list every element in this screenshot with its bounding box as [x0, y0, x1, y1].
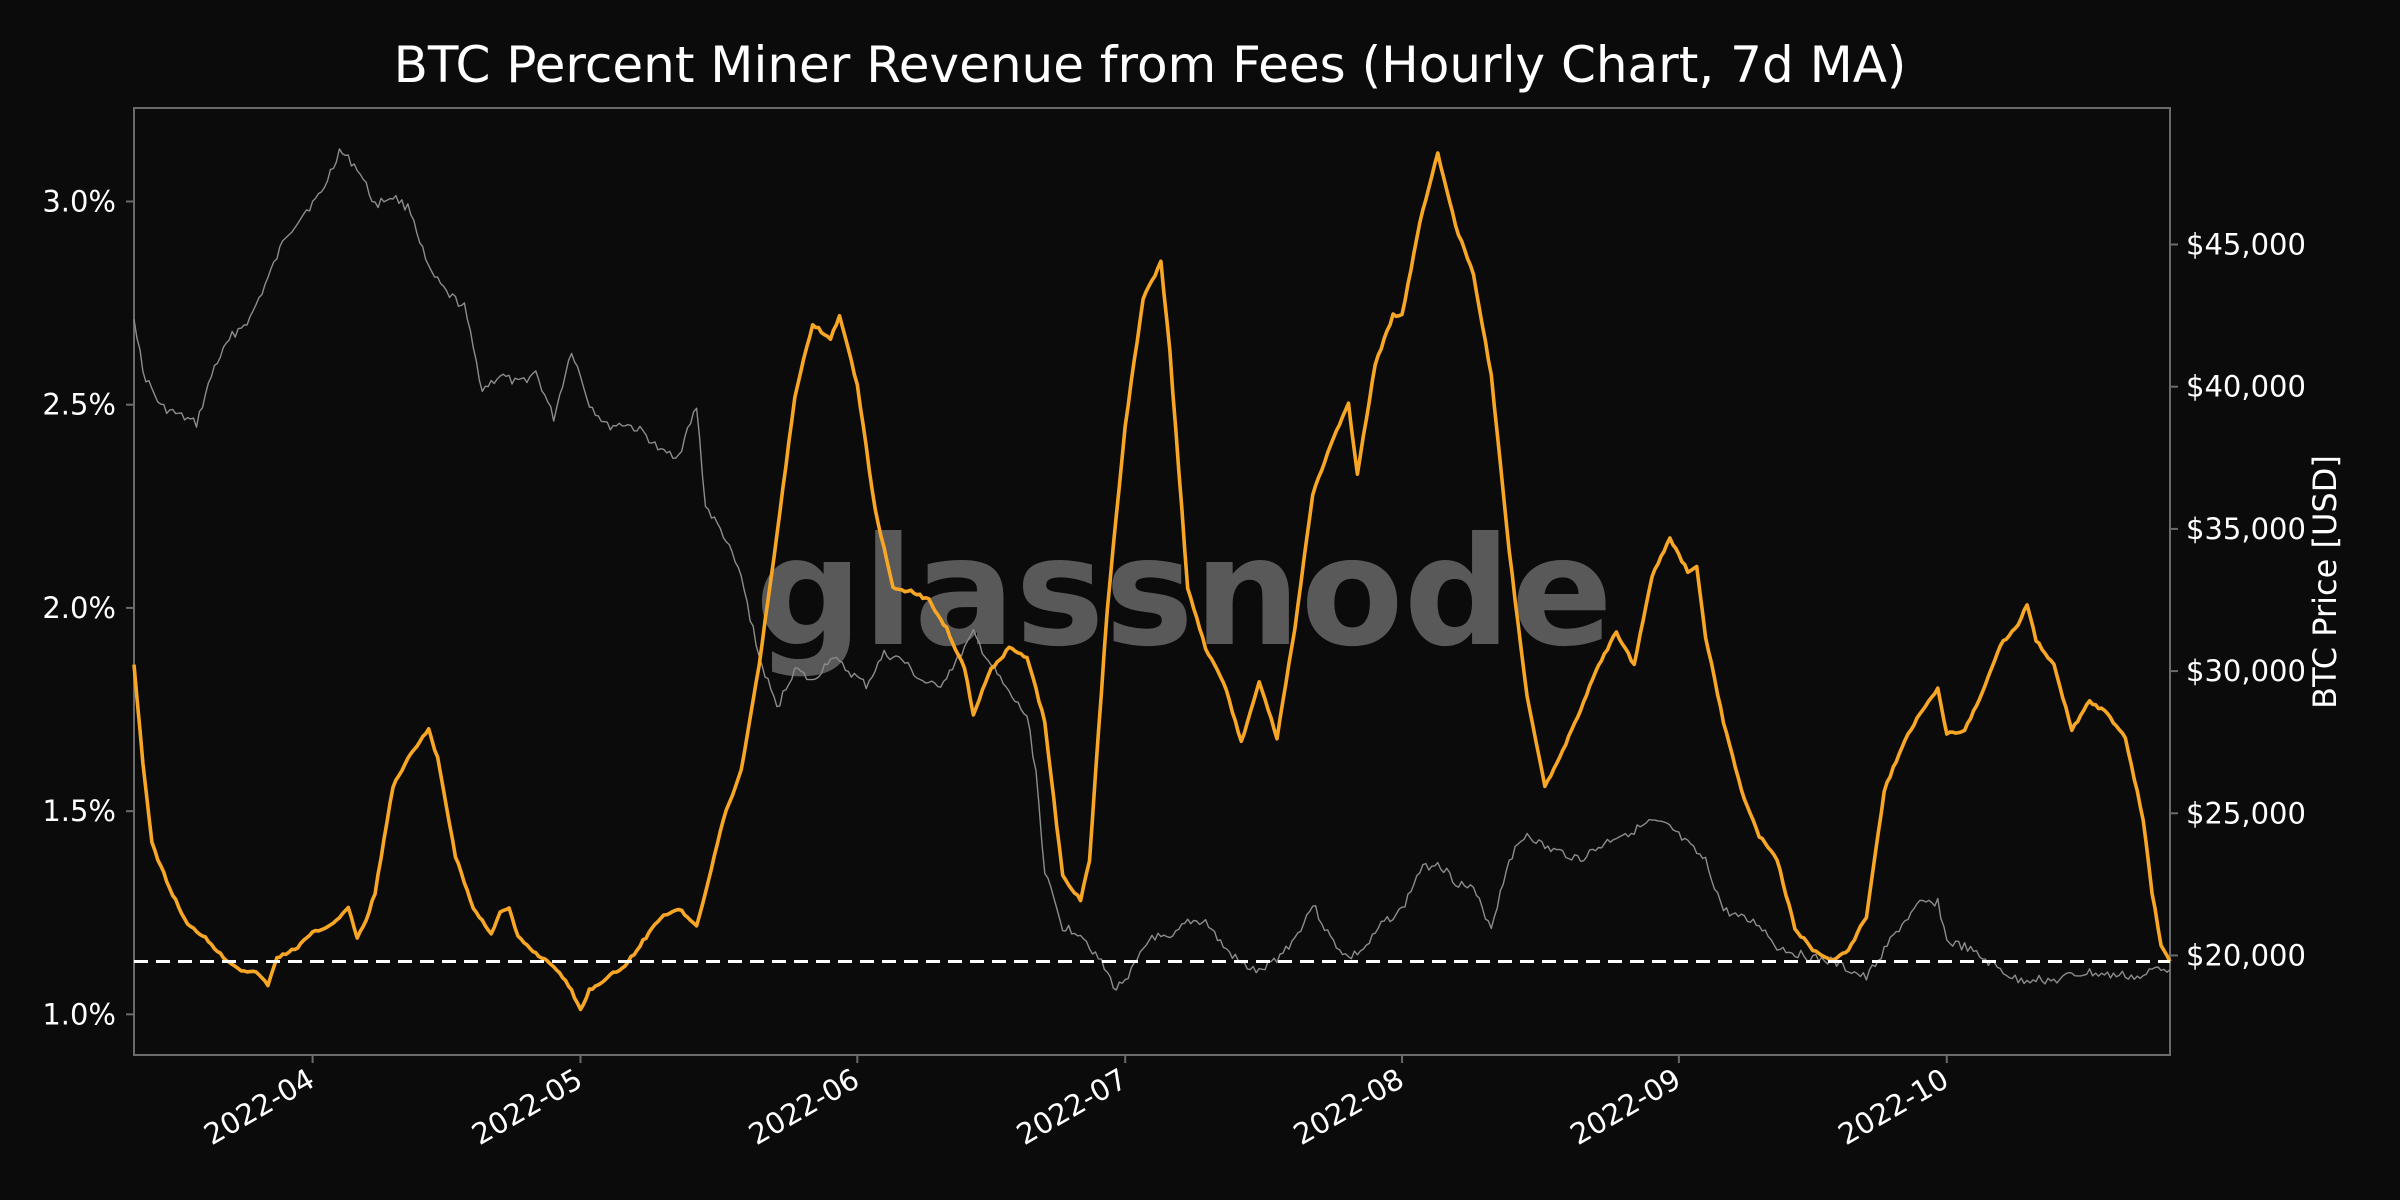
right-y-axis: $20,000 $25,000 $30,000 $35,000 $40,000 $45,0… — [2170, 228, 2306, 972]
x-tick-label: 2022-09 — [1564, 1062, 1686, 1152]
left-y-axis: 1.0% 1.5% 2.0% 2.5% 3.0% — [42, 184, 134, 1031]
right-tick-label: $35,000 — [2186, 512, 2306, 546]
right-y-axis-label: BTC Price [USD] — [2306, 455, 2344, 709]
chart-title: BTC Percent Miner Revenue from Fees (Hou… — [394, 36, 1907, 94]
right-tick-label: $45,000 — [2186, 228, 2306, 262]
right-tick-label: $40,000 — [2186, 370, 2306, 404]
right-tick-label: $30,000 — [2186, 654, 2306, 688]
x-tick-label: 2022-06 — [743, 1062, 865, 1152]
right-tick-label: $25,000 — [2186, 796, 2306, 830]
plot-frame — [133, 107, 2171, 1056]
x-tick-label: 2022-10 — [1832, 1062, 1954, 1152]
x-tick-label: 2022-07 — [1011, 1062, 1133, 1152]
left-tick-label: 2.0% — [42, 591, 116, 625]
left-tick-label: 1.5% — [42, 794, 116, 828]
left-tick-label: 3.0% — [42, 184, 116, 218]
left-tick-label: 1.0% — [42, 997, 116, 1031]
x-axis: 2022-04 2022-05 2022-06 2022-07 2022-08 2022-… — [198, 1055, 1954, 1152]
x-tick-label: 2022-04 — [198, 1062, 320, 1152]
price-line — [133, 148, 2171, 991]
left-tick-label: 2.5% — [42, 388, 116, 422]
right-tick-label: $20,000 — [2186, 938, 2306, 972]
price-series — [133, 148, 2171, 991]
x-tick-label: 2022-05 — [466, 1062, 588, 1152]
x-tick-label: 2022-08 — [1288, 1062, 1410, 1152]
